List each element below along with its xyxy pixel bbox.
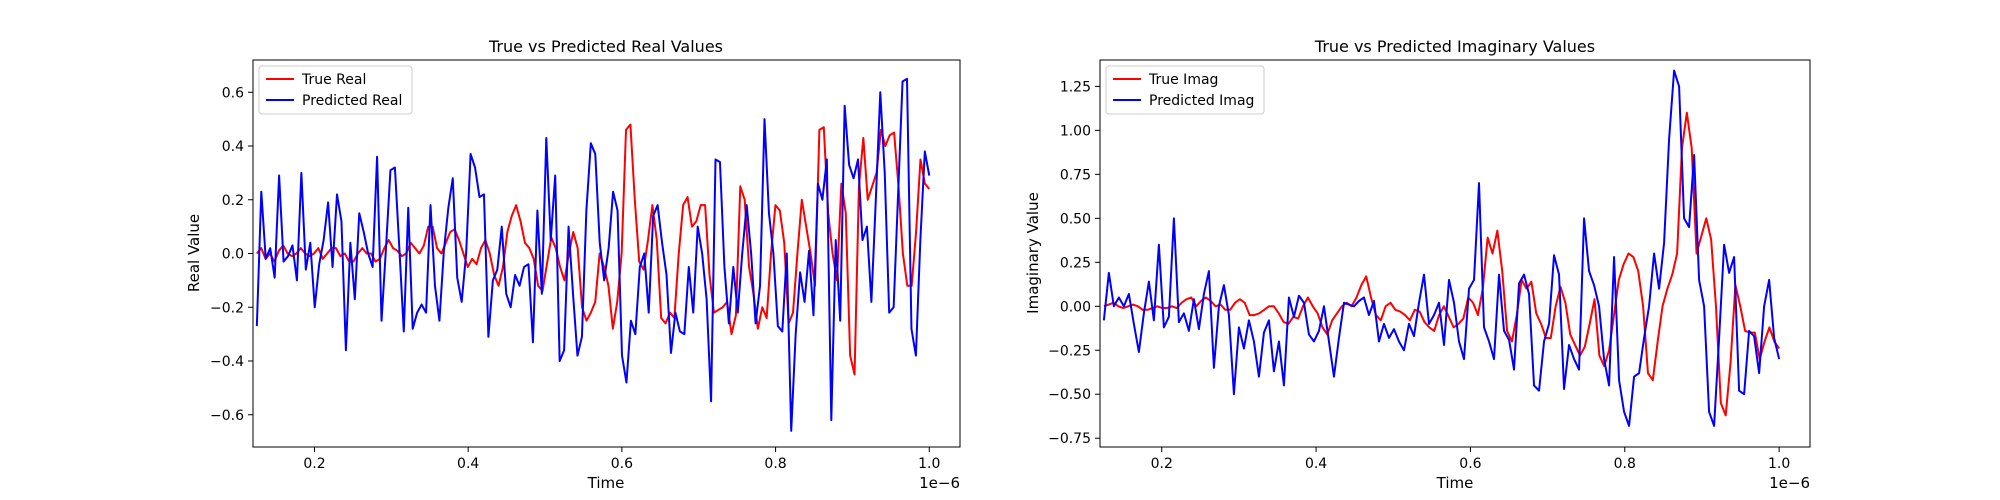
axes-frame [1099, 59, 1811, 448]
x-tick-label: 0.8 [764, 456, 786, 472]
series-line-true-imag [1103, 111, 1780, 417]
chart-title: True vs Predicted Imaginary Values [1314, 37, 1595, 56]
y-tick-label: 0.75 [1060, 167, 1091, 183]
x-tick-label: 0.6 [611, 456, 633, 472]
legend: True Imag Predicted Imag [1105, 65, 1265, 115]
y-axis-label: Imaginary Value [1024, 192, 1042, 314]
x-axis-offset-label: 1e−6 [919, 474, 960, 492]
x-axis-label: Time [1436, 474, 1474, 492]
series-line-predicted-imag [1102, 69, 1781, 427]
legend-box [258, 65, 413, 115]
x-axis-offset-label: 1e−6 [1769, 474, 1810, 492]
plot-area: 0.2 0.4 0.6 0.8 1.0 −0.6 −0.4 −0.2 0.0 0.2 0.4 0.6 [210, 59, 961, 472]
legend-label-true-real: True Real [301, 72, 366, 88]
y-tick-label: 0.0 [222, 247, 244, 263]
x-tick-label: 0.4 [457, 456, 479, 472]
legend-label-true-imag: True Imag [1148, 72, 1218, 88]
series-line-predicted-real [255, 77, 931, 432]
x-tick-label: 0.6 [1459, 456, 1481, 472]
chart-title: True vs Predicted Real Values [488, 37, 723, 56]
chart-imag: True vs Predicted Imaginary Values 0.2 0.… [1024, 37, 1811, 492]
legend-label-predicted-imag: Predicted Imag [1149, 93, 1254, 109]
series-layer [255, 77, 931, 432]
y-tick-label: 0.25 [1060, 255, 1091, 271]
x-tick-label: 1.0 [918, 456, 940, 472]
y-tick-label: −0.75 [1048, 431, 1091, 447]
x-axis-ticks: 0.2 0.4 0.6 0.8 1.0 [1151, 447, 1790, 472]
series-layer [1102, 69, 1781, 427]
x-axis-ticks: 0.2 0.4 0.6 0.8 1.0 [303, 447, 940, 472]
y-tick-label: 0.6 [222, 85, 244, 101]
x-tick-label: 0.4 [1305, 456, 1327, 472]
x-tick-label: 1.0 [1768, 456, 1790, 472]
y-tick-label: 0.00 [1060, 299, 1091, 315]
y-tick-label: 0.2 [222, 193, 244, 209]
legend: True Real Predicted Real [258, 65, 413, 115]
x-tick-label: 0.2 [1151, 456, 1173, 472]
legend-label-predicted-real: Predicted Real [302, 93, 402, 109]
y-tick-label: −0.6 [210, 408, 244, 424]
y-axis-label: Real Value [185, 214, 203, 292]
y-tick-label: 0.4 [222, 139, 244, 155]
y-tick-label: 1.00 [1060, 123, 1091, 139]
x-tick-label: 0.2 [303, 456, 325, 472]
y-tick-label: −0.2 [210, 300, 244, 316]
y-tick-label: 1.25 [1060, 79, 1091, 95]
legend-box [1105, 65, 1265, 115]
y-axis-ticks: −0.6 −0.4 −0.2 0.0 0.2 0.4 0.6 [210, 85, 253, 424]
y-tick-label: 0.50 [1060, 211, 1091, 227]
plot-area: 0.2 0.4 0.6 0.8 1.0 −0.75 −0.50 −0.25 0.00 0.25 0… [1048, 59, 1811, 472]
x-tick-label: 0.8 [1614, 456, 1636, 472]
chart-real: True vs Predicted Real Values 0.2 0.4 0.6 0… [185, 37, 961, 492]
y-tick-label: −0.4 [210, 354, 244, 370]
y-tick-label: −0.50 [1048, 387, 1091, 403]
y-axis-ticks: −0.75 −0.50 −0.25 0.00 0.25 0.50 0.75 1.00 1.25 [1048, 79, 1100, 447]
y-tick-label: −0.25 [1048, 343, 1091, 359]
x-axis-label: Time [587, 474, 625, 492]
